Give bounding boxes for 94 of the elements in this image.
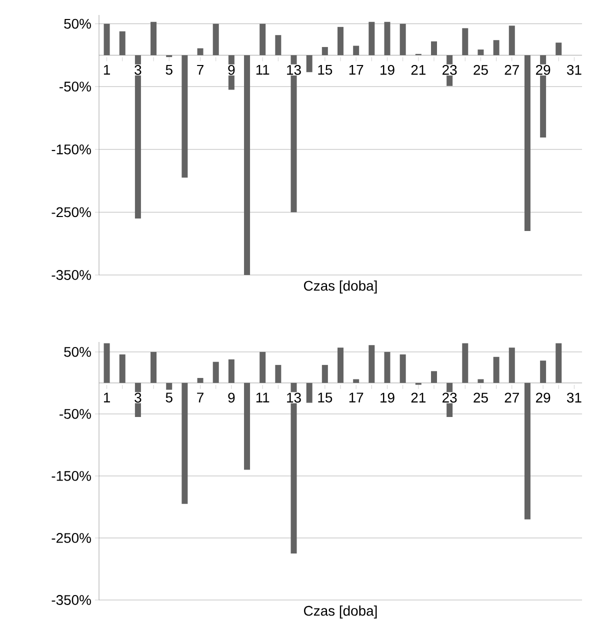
bar — [212, 24, 219, 56]
bar — [150, 352, 157, 383]
x-tick-label: 31 — [566, 392, 582, 403]
x-tick-label: 15 — [318, 392, 332, 402]
bar — [524, 55, 530, 232]
bar — [430, 41, 437, 56]
x-tick-label: 17 — [349, 64, 364, 75]
bar — [150, 22, 157, 56]
bar — [400, 24, 406, 56]
bar — [462, 28, 468, 56]
x-tick-label: 19 — [380, 392, 394, 403]
bar — [493, 356, 500, 383]
bar — [119, 31, 126, 56]
bar — [104, 343, 110, 383]
y-tick-label: -250% — [52, 207, 91, 218]
bar — [182, 382, 188, 504]
x-tick-label: 21 — [411, 64, 426, 75]
x-tick-label: 11 — [256, 64, 270, 75]
x-tick-label: 5 — [166, 392, 172, 402]
x-tick-label: 9 — [228, 64, 235, 75]
y-tick-label: -350% — [52, 595, 91, 605]
bar — [104, 24, 110, 56]
bar — [275, 35, 282, 56]
bar — [260, 352, 266, 383]
x-tick-label: 13 — [287, 64, 301, 75]
x-tick-label: 3 — [134, 64, 142, 75]
x-tick-label: 1 — [104, 64, 110, 75]
x-tick-label: 27 — [504, 392, 519, 402]
bar — [353, 379, 360, 383]
x-tick-label: 11 — [256, 392, 270, 402]
bar — [197, 48, 204, 56]
x-tick-label: 25 — [474, 392, 488, 403]
x-tick-label: 9 — [228, 392, 235, 403]
bar — [244, 382, 250, 470]
bar — [478, 50, 484, 56]
bar — [462, 343, 468, 383]
bar — [556, 42, 562, 56]
y-tick-label: -250% — [52, 533, 91, 543]
x-tick-label: 29 — [536, 392, 550, 403]
bar — [322, 47, 328, 56]
x-tick-label: 21 — [411, 392, 426, 402]
bar — [306, 382, 312, 403]
bar — [228, 359, 234, 383]
bar — [493, 40, 500, 56]
bar — [508, 348, 515, 383]
bar — [430, 371, 437, 383]
x-tick-label: 27 — [504, 64, 519, 75]
bar — [182, 55, 188, 178]
x-axis-title: Czas [doba] — [304, 606, 377, 619]
x-tick-label: 7 — [197, 64, 204, 75]
bar — [353, 46, 360, 56]
x-tick-label: 25 — [474, 64, 488, 75]
bar — [384, 352, 390, 383]
bar — [197, 378, 204, 383]
bar — [134, 55, 141, 218]
y-tick-label: 50% — [64, 346, 91, 357]
x-tick-label: 15 — [318, 64, 332, 75]
bar — [260, 24, 266, 56]
y-tick-label: -50% — [60, 408, 91, 419]
bar — [275, 364, 282, 383]
bar — [306, 55, 312, 72]
y-tick-label: -50% — [60, 82, 91, 92]
y-tick-label: -150% — [52, 471, 91, 481]
y-tick-label: -350% — [52, 270, 91, 280]
y-tick-label: -150% — [52, 144, 91, 154]
bar — [338, 348, 344, 383]
bar — [368, 345, 375, 383]
bar — [540, 360, 546, 383]
bar — [508, 26, 515, 56]
bar — [338, 26, 344, 56]
bar — [119, 354, 126, 383]
x-tick-label: 7 — [197, 392, 204, 402]
x-axis-title: Czas [doba] — [304, 280, 377, 294]
bar — [212, 362, 219, 383]
bar — [166, 382, 172, 390]
bar — [524, 382, 530, 520]
x-tick-label: 1 — [104, 392, 110, 402]
bar — [478, 379, 484, 383]
x-tick-label: 29 — [536, 64, 550, 75]
x-tick-label: 17 — [349, 392, 364, 402]
x-tick-label: 23 — [442, 392, 457, 403]
bar — [322, 364, 328, 383]
x-tick-label: 3 — [134, 392, 142, 403]
bar — [556, 343, 562, 383]
x-tick-label: 13 — [287, 392, 301, 403]
bar — [400, 354, 406, 383]
x-tick-label: 19 — [380, 64, 394, 75]
x-tick-label: 5 — [166, 64, 172, 75]
x-tick-label: 31 — [566, 64, 582, 75]
bar — [244, 55, 250, 275]
x-tick-label: 23 — [442, 64, 457, 75]
y-tick-label: 50% — [64, 18, 91, 29]
bar — [368, 22, 375, 56]
bar — [384, 22, 390, 56]
